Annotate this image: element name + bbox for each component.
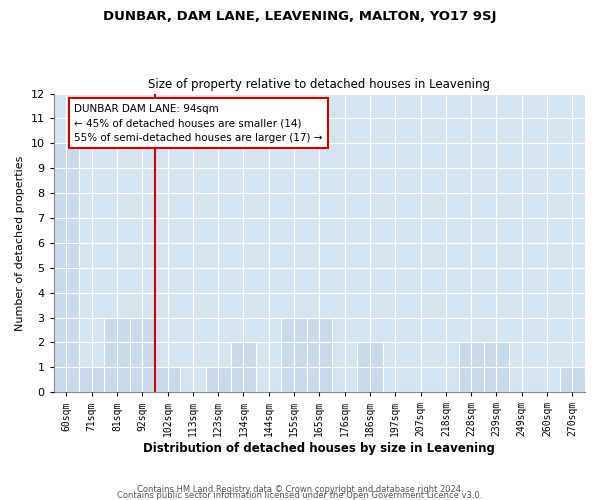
Bar: [79, 368, 104, 392]
Bar: [155, 368, 180, 392]
X-axis label: Distribution of detached houses by size in Leavening: Distribution of detached houses by size …: [143, 442, 495, 455]
Bar: [560, 368, 585, 392]
Text: DUNBAR DAM LANE: 94sqm
← 45% of detached houses are smaller (14)
55% of semi-det: DUNBAR DAM LANE: 94sqm ← 45% of detached…: [74, 104, 322, 143]
Bar: [358, 342, 383, 392]
Bar: [231, 342, 256, 392]
Bar: [104, 318, 130, 392]
Bar: [307, 318, 332, 392]
Title: Size of property relative to detached houses in Leavening: Size of property relative to detached ho…: [148, 78, 490, 91]
Text: Contains HM Land Registry data © Crown copyright and database right 2024.: Contains HM Land Registry data © Crown c…: [137, 484, 463, 494]
Bar: [54, 144, 79, 392]
Y-axis label: Number of detached properties: Number of detached properties: [15, 155, 25, 330]
Text: DUNBAR, DAM LANE, LEAVENING, MALTON, YO17 9SJ: DUNBAR, DAM LANE, LEAVENING, MALTON, YO1…: [103, 10, 497, 23]
Text: Contains public sector information licensed under the Open Government Licence v3: Contains public sector information licen…: [118, 491, 482, 500]
Bar: [484, 342, 509, 392]
Bar: [130, 318, 155, 392]
Bar: [458, 342, 484, 392]
Bar: [206, 368, 231, 392]
Bar: [281, 318, 307, 392]
